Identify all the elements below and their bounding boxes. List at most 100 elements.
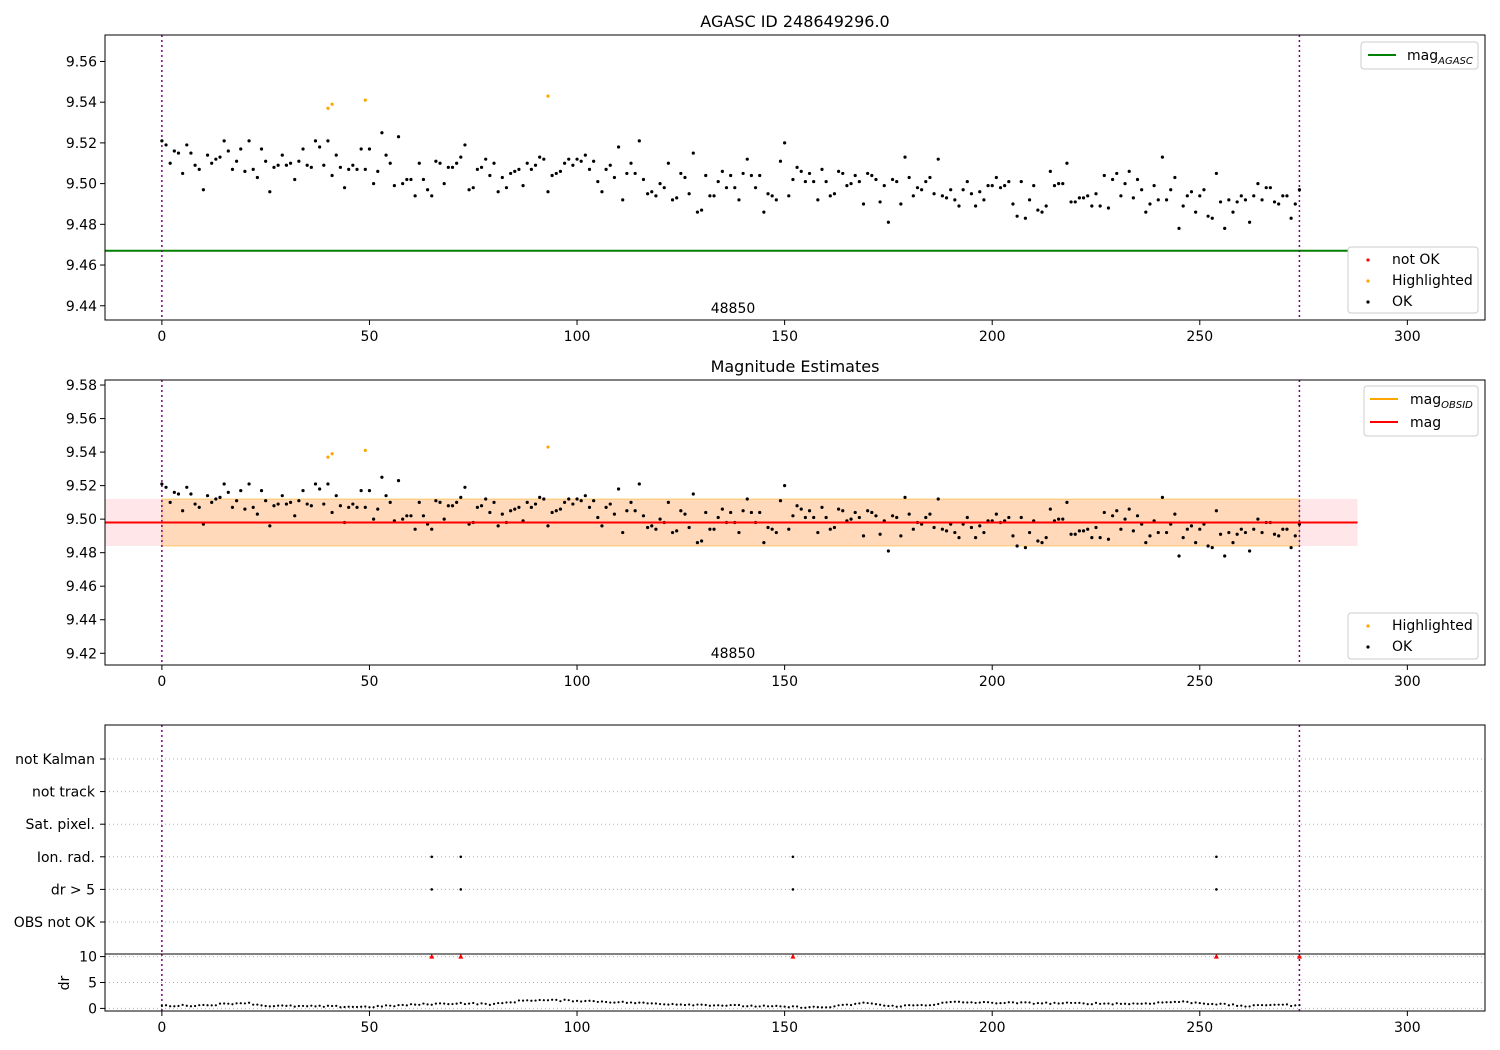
ok-point	[654, 194, 658, 198]
ok-point	[210, 161, 214, 165]
ok-point	[417, 500, 421, 504]
ok-point	[1011, 534, 1015, 538]
ok-point	[471, 186, 475, 190]
ok-point	[255, 175, 259, 180]
dr-point	[264, 1004, 267, 1008]
ok-point	[1235, 532, 1239, 536]
dr-point	[277, 1004, 280, 1007]
ok-point	[1090, 535, 1094, 540]
ok-point	[1131, 529, 1135, 533]
legend-label-mag-obsid: magOBSID	[1410, 392, 1473, 411]
ok-point	[944, 196, 949, 200]
ok-point	[446, 165, 450, 169]
ok-point	[1243, 198, 1248, 202]
dr-point	[372, 1006, 375, 1009]
dr-point	[1011, 1001, 1015, 1004]
ok-point	[1239, 194, 1243, 198]
ok-point	[944, 529, 949, 533]
dr-point	[932, 1003, 936, 1006]
dr-point	[646, 1002, 649, 1005]
dr-point	[1061, 1002, 1064, 1005]
ok-point	[646, 525, 650, 530]
ok-point	[720, 507, 724, 511]
dr-point	[729, 1003, 732, 1007]
dr-point	[459, 1001, 462, 1004]
ok-point	[164, 485, 168, 489]
ok-point	[338, 504, 342, 508]
dr-point	[1115, 1002, 1118, 1005]
panel-mag-frame	[104, 379, 1486, 666]
dr-point	[289, 1004, 292, 1007]
ok-point	[1248, 549, 1252, 553]
ok-point	[903, 155, 907, 159]
ok-point	[239, 489, 243, 493]
ok-point	[421, 514, 426, 518]
dr-point	[301, 1004, 305, 1008]
dr-point	[488, 1003, 491, 1006]
dr-point	[476, 1003, 479, 1006]
ok-point	[1148, 534, 1152, 538]
ok-point	[583, 153, 587, 157]
ok-point	[1098, 535, 1102, 540]
ok-point	[882, 184, 886, 188]
dr-point	[700, 1003, 703, 1006]
highlighted-point	[330, 452, 334, 456]
ok-point	[1131, 196, 1135, 200]
ok-point	[293, 177, 297, 182]
ok-point	[484, 497, 488, 501]
ok-point	[434, 159, 438, 163]
ok-point	[658, 182, 662, 186]
ok-point	[978, 190, 982, 194]
ok-point	[272, 504, 276, 508]
ok-point	[874, 514, 878, 518]
dr-point	[600, 1000, 604, 1003]
ok-point	[749, 510, 754, 515]
dr-point	[526, 999, 529, 1002]
dr-point	[941, 1001, 944, 1004]
dr-point	[654, 1002, 658, 1005]
panel-mag-marks	[105, 380, 1358, 665]
flag-label: dr > 5	[51, 882, 95, 898]
ok-point	[890, 177, 895, 182]
dr-point	[285, 1004, 288, 1007]
dr-point	[667, 1003, 670, 1006]
dr-point	[791, 1005, 795, 1008]
dr-point	[1032, 1002, 1035, 1005]
ok-point	[542, 497, 546, 501]
dr-point	[1285, 1003, 1289, 1006]
ok-point	[741, 171, 745, 176]
ok-point	[1231, 210, 1235, 214]
ok-point	[600, 524, 604, 528]
dr-point	[1265, 1004, 1268, 1007]
ok-point	[363, 167, 367, 171]
dr-point	[733, 1003, 736, 1007]
ok-point	[496, 524, 500, 528]
ok-point	[351, 163, 355, 167]
dr-point	[679, 1003, 682, 1006]
ok-point	[185, 485, 189, 489]
ok-point	[542, 157, 546, 161]
ok-point	[778, 159, 783, 163]
p1-ytick-label: 9.58	[66, 378, 97, 394]
ok-point	[235, 499, 239, 503]
ok-point	[529, 505, 533, 510]
ok-point	[795, 165, 799, 169]
ok-point	[612, 175, 617, 180]
ok-point	[679, 509, 683, 513]
ok-point	[816, 198, 820, 202]
dr-point	[1223, 1002, 1226, 1005]
ok-point	[318, 487, 322, 491]
ok-point	[1081, 196, 1086, 200]
ok-point	[193, 502, 197, 506]
ok-point	[1148, 202, 1152, 206]
ok-point	[305, 163, 309, 167]
ok-point	[828, 194, 832, 198]
dr-point	[1111, 1003, 1114, 1006]
ok-point	[1177, 226, 1181, 230]
panel-agasc-obsid-label: 48850	[711, 301, 756, 317]
dr-point	[1227, 1004, 1230, 1007]
ok-point	[388, 500, 392, 504]
ok-point	[438, 500, 442, 504]
dr-point	[1269, 1003, 1272, 1007]
